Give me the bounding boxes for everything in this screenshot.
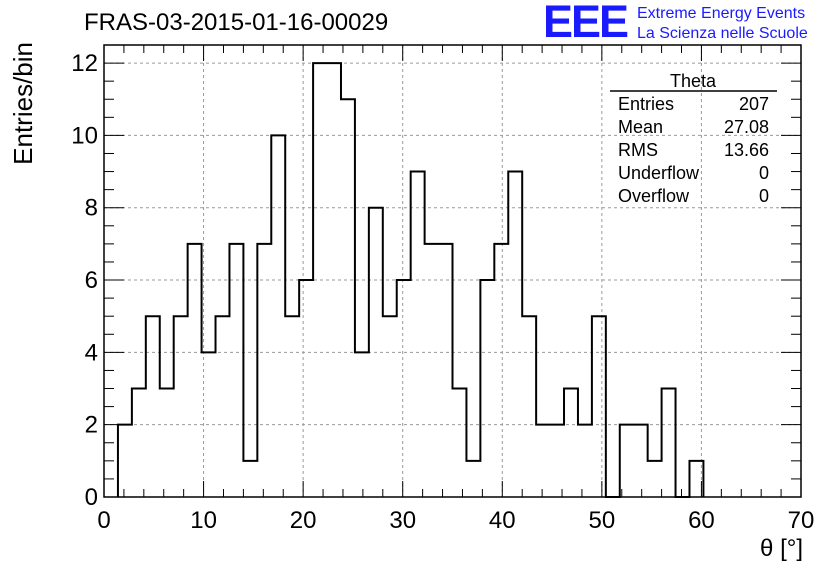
axis-ticks (103, 44, 802, 498)
y-tick-labels: 0 2 4 6 8 10 12 (71, 50, 98, 511)
y-tick-label: 8 (85, 195, 98, 222)
stats-value-underflow: 0 (759, 163, 769, 183)
y-tick-label: 10 (71, 122, 98, 149)
x-tick-label: 0 (97, 507, 110, 534)
stats-box: Theta Entries 207 Mean 27.08 RMS 13.66 U… (610, 71, 777, 206)
stats-label-mean: Mean (618, 117, 663, 137)
y-tick-label: 12 (71, 50, 98, 77)
x-tick-labels: 0 10 20 30 40 50 60 70 (97, 507, 814, 534)
stats-value-rms: 13.66 (724, 140, 769, 160)
logo-line-scienza-nelle-scuole: La Scienza nelle Scuole (637, 25, 808, 42)
x-tick-label: 30 (389, 507, 416, 534)
y-tick-label: 2 (85, 412, 98, 439)
histogram-step-line (116, 62, 705, 498)
x-tick-label: 20 (290, 507, 317, 534)
eee-logo: EEE (543, 0, 629, 47)
x-tick-label: 10 (190, 507, 217, 534)
stats-value-overflow: 0 (759, 186, 769, 206)
y-tick-label: 0 (85, 484, 98, 511)
x-tick-label: 40 (489, 507, 516, 534)
y-axis-label: Entries/bin (8, 42, 38, 165)
stats-label-entries: Entries (618, 94, 674, 114)
x-axis-label: θ [°] (760, 535, 803, 562)
y-tick-label: 6 (85, 267, 98, 294)
stats-title: Theta (670, 71, 717, 91)
stats-label-overflow: Overflow (618, 186, 690, 206)
plot-title: FRAS-03-2015-01-16-00029 (84, 9, 389, 36)
stats-label-underflow: Underflow (618, 163, 700, 183)
x-tick-label: 70 (788, 507, 815, 534)
y-tick-label: 4 (85, 339, 98, 366)
stats-label-rms: RMS (618, 140, 658, 160)
x-tick-label: 60 (688, 507, 715, 534)
stats-value-entries: 207 (739, 94, 769, 114)
x-tick-label: 50 (589, 507, 616, 534)
stats-value-mean: 27.08 (724, 117, 769, 137)
logo-line-extreme-energy-events: Extreme Energy Events (637, 5, 806, 22)
plot-frame (103, 44, 802, 498)
